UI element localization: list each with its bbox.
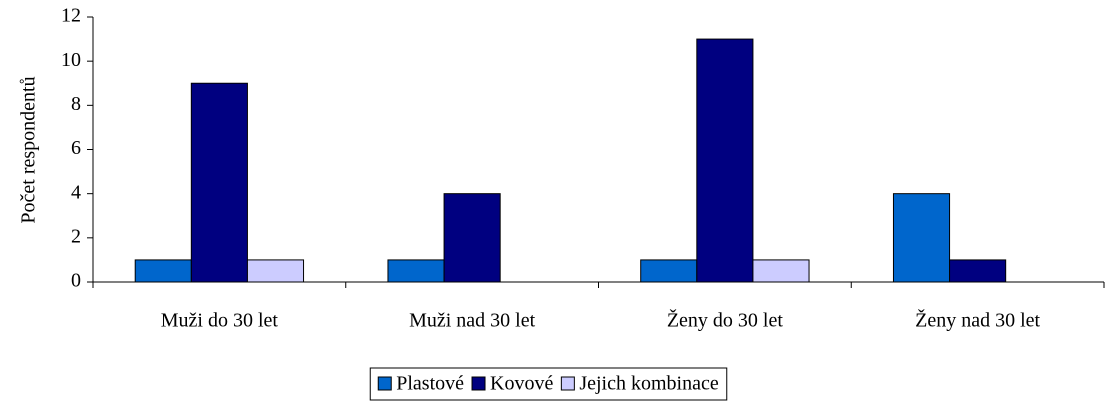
- legend: Plastové Kovové Jejich kombinace: [369, 367, 728, 401]
- x-tick-label: Ženy nad 30 let: [915, 309, 1040, 332]
- y-tick-label: 10: [61, 49, 81, 71]
- legend-swatch: [560, 376, 575, 391]
- y-tick-label: 8: [71, 93, 81, 115]
- bar: [696, 38, 754, 283]
- bar: [892, 193, 951, 283]
- y-tick-label: 2: [71, 225, 81, 247]
- legend-swatch: [377, 376, 392, 391]
- bar: [190, 82, 248, 283]
- y-tick-label: 6: [71, 137, 81, 159]
- legend-box: [369, 367, 728, 401]
- bar: [134, 259, 192, 283]
- legend-label: Kovové: [490, 373, 553, 395]
- x-tick-label: Muži do 30 let: [161, 310, 279, 332]
- bar: [752, 259, 810, 283]
- y-tick-label: 12: [61, 5, 81, 27]
- legend-label: Jejich kombinace: [579, 373, 719, 395]
- y-axis-label: Počet respondentů: [18, 76, 40, 223]
- y-tick-label: 0: [71, 270, 81, 292]
- legend-swatch: [471, 376, 486, 391]
- bar: [443, 193, 501, 283]
- bar: [949, 259, 1007, 283]
- y-tick-label: 4: [71, 181, 81, 203]
- legend-label: Plastové: [396, 373, 464, 395]
- bar: [387, 259, 445, 283]
- bar: [246, 259, 305, 283]
- x-tick-label: Ženy do 30 let: [667, 309, 784, 332]
- x-tick-label: Muži nad 30 let: [409, 310, 536, 332]
- bar: [640, 259, 698, 283]
